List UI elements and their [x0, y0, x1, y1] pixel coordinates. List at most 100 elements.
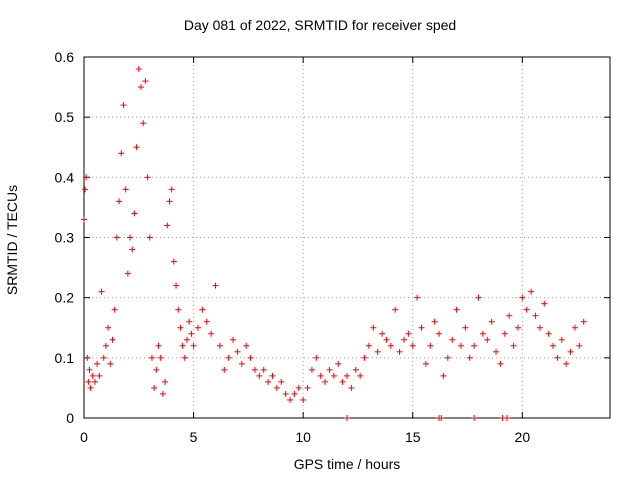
data-point [365, 342, 372, 349]
data-point [545, 330, 552, 337]
data-point [155, 342, 162, 349]
data-point [291, 390, 298, 397]
data-point [431, 318, 438, 325]
data-point [164, 222, 171, 229]
data-point [322, 378, 329, 385]
data-point [146, 234, 153, 241]
data-point [243, 342, 250, 349]
data-point [122, 186, 129, 193]
data-point [383, 336, 390, 343]
data-point [230, 336, 237, 343]
x-tick-label: 15 [405, 429, 421, 445]
data-point [370, 324, 377, 331]
x-tick-label: 0 [80, 429, 88, 445]
data-point [462, 324, 469, 331]
data-point [170, 258, 177, 265]
data-point [124, 270, 131, 277]
data-point [166, 198, 173, 205]
data-point [162, 378, 169, 385]
data-point [344, 415, 350, 421]
data-point [116, 198, 123, 205]
data-point [129, 246, 136, 253]
data-point [436, 330, 443, 337]
data-point [153, 366, 160, 373]
data-point [379, 330, 386, 337]
data-point [506, 312, 513, 319]
data-point [225, 354, 232, 361]
data-point [94, 360, 101, 367]
plot-frame [83, 56, 611, 419]
data-point [135, 66, 142, 73]
data-point [453, 306, 460, 313]
y-tick-label: 0.6 [55, 49, 75, 65]
x-tick-label: 10 [295, 429, 311, 445]
chart-title: Day 081 of 2022, SRMTID for receiver spe… [183, 17, 457, 33]
data-point [221, 366, 228, 373]
data-point [497, 360, 504, 367]
data-point [532, 312, 539, 319]
data-point [208, 330, 215, 337]
data-point [175, 306, 182, 313]
data-point [186, 318, 193, 325]
data-point [199, 306, 206, 313]
y-tick-label: 0.1 [55, 350, 75, 366]
data-point [400, 336, 407, 343]
data-point [238, 360, 245, 367]
data-point [427, 342, 434, 349]
data-point [137, 84, 144, 91]
tick-labels: 0 5 10 15 20 0 0.1 0.2 0.3 0.4 0.5 0.6 [55, 49, 531, 445]
data-point [405, 330, 412, 337]
data-point [330, 372, 337, 379]
data-point [449, 336, 456, 343]
data-point [260, 366, 267, 373]
y-tick-label: 0.2 [55, 290, 75, 306]
data-point [247, 354, 254, 361]
data-point [493, 348, 500, 355]
data-point [203, 318, 210, 325]
x-tick-label: 5 [190, 429, 198, 445]
data-point [503, 415, 510, 421]
data-point [120, 102, 127, 109]
data-point [177, 324, 184, 331]
data-point [361, 354, 368, 361]
data-point [541, 300, 548, 307]
data-point [414, 294, 421, 301]
data-point [514, 324, 521, 331]
data-point [558, 336, 565, 343]
data-point [140, 120, 147, 127]
data-point [251, 366, 258, 373]
data-point [212, 282, 219, 289]
data-point [113, 234, 120, 241]
data-point [148, 354, 155, 361]
data-point [471, 415, 478, 421]
data-point [111, 306, 118, 313]
y-tick-label: 0 [66, 410, 74, 426]
data-point [190, 342, 197, 349]
data-point [184, 336, 191, 343]
y-tick-label: 0.4 [55, 169, 75, 185]
data-point [479, 330, 486, 337]
data-point [91, 378, 98, 385]
data-point [409, 342, 416, 349]
data-point [335, 360, 342, 367]
data-point [287, 396, 294, 403]
data-point [295, 384, 302, 391]
data-point [563, 360, 570, 367]
data-point [98, 288, 105, 295]
data-point [466, 354, 473, 361]
data-point [374, 348, 381, 355]
y-tick-label: 0.5 [55, 109, 75, 125]
data-point [82, 186, 89, 193]
data-point [457, 342, 464, 349]
data-point [179, 342, 186, 349]
data-point [392, 306, 399, 313]
data-point [131, 210, 138, 217]
data-point [173, 282, 180, 289]
data-point [554, 354, 561, 361]
data-point [444, 354, 451, 361]
data-point [536, 324, 543, 331]
data-point [308, 366, 315, 373]
data-point [234, 348, 241, 355]
data-point [344, 372, 350, 379]
